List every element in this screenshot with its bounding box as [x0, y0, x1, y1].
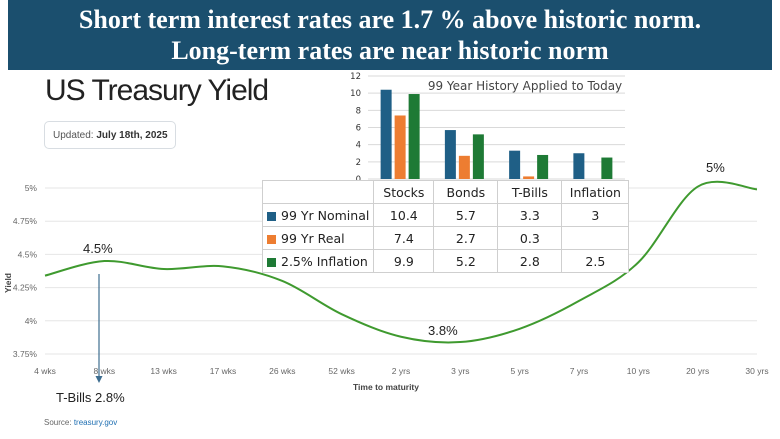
yield-x-tick-label: 52 wks: [328, 366, 354, 376]
history-header-blank: [261, 180, 375, 204]
history-col-tbills: T-Bills: [497, 180, 563, 204]
yield-x-tick-label: 10 yrs: [627, 366, 650, 376]
updated-label: Updated:: [53, 130, 94, 141]
yield-y-tick-label: 3.75%: [13, 349, 38, 359]
annotation-4-5-percent: 4.5%: [83, 241, 113, 256]
inset-bar-nominal: [380, 89, 392, 179]
yield-x-tick-label: 17 wks: [210, 366, 236, 376]
yield-y-tick-label: 4.5%: [18, 249, 38, 259]
yield-x-tick-label: 30 yrs: [745, 366, 768, 376]
page-title: US Treasury Yield: [45, 74, 269, 107]
inset-bars: [380, 89, 613, 179]
yield-curve-line: [44, 180, 758, 344]
inset-y-tick-label: 12: [350, 72, 361, 82]
headline-line-2: Long-term rates are near historic norm: [171, 36, 609, 65]
yield-x-ticks: 4 wks 8 wks 13 wks 17 wks 26 wks 52 wks 2 yrs 3…: [34, 366, 768, 376]
history-row-label: 99 Yr Real: [261, 226, 375, 250]
inset-bar-inflation: [601, 157, 613, 179]
history-row-label: 99 Yr Nominal: [261, 203, 375, 227]
inset-bar-nominal: [444, 130, 456, 179]
history-cell: 2.8: [497, 249, 563, 273]
history-cell: 0.3: [497, 226, 563, 250]
tbill-pointer-arrow: [95, 376, 103, 383]
inset-bar-real: [523, 176, 535, 179]
history-cell: 10.4: [373, 203, 435, 227]
yield-x-tick-label: 13 wks: [150, 366, 176, 376]
inset-y-tick-label: 4: [356, 141, 361, 151]
history-cell: 3: [561, 203, 630, 227]
history-cell: 5.7: [433, 203, 499, 227]
legend-swatch-nominal: [267, 211, 276, 221]
inset-y-tick-label: 6: [356, 124, 361, 134]
yield-x-tick-label: 20 yrs: [686, 366, 709, 376]
yield-x-tick-label: 4 wks: [34, 366, 56, 376]
inset-y-tick-label: 10: [350, 89, 361, 99]
yield-y-tick-label: 5%: [25, 183, 38, 193]
inset-bar-inflation: [472, 134, 484, 179]
history-table: Stocks Bonds T-Bills Inflation 99 Yr Nom…: [261, 180, 630, 273]
source-link[interactable]: treasury.gov: [73, 418, 118, 427]
inset-y-tick-label: 2: [356, 158, 361, 168]
yield-x-tick-label: 8 wks: [93, 366, 115, 376]
inset-bar-inflation: [408, 94, 420, 179]
inset-bar-real: [458, 155, 470, 179]
legend-swatch-inflation: [267, 257, 276, 267]
history-cell: 3.3: [497, 203, 563, 227]
yield-y-ticks: 3.75% 4% 4.25% 4.5% 4.75% 5%: [13, 183, 38, 359]
source-label: Source:: [44, 418, 72, 427]
yield-y-tick-label: 4%: [25, 316, 38, 326]
history-cell: 2.5: [561, 249, 630, 273]
annotation-tbills: T-Bills 2.8%: [56, 390, 125, 405]
history-col-inflation: Inflation: [561, 180, 630, 204]
legend-swatch-real: [267, 234, 276, 244]
yield-x-tick-label: 7 yrs: [570, 366, 588, 376]
history-row-real: 99 Yr Real 7.4 2.7 0.3: [261, 226, 630, 250]
yield-x-tick-label: 2 yrs: [392, 366, 410, 376]
headline-line-1: Short term interest rates are 1.7 % abov…: [78, 5, 702, 34]
updated-badge: Updated: July 18th, 2025: [44, 121, 176, 149]
inset-bar-real: [394, 115, 406, 179]
series-name-inflation: 2.5% Inflation: [281, 253, 368, 269]
series-name-nominal: 99 Yr Nominal: [281, 207, 370, 223]
inset-chart-title: 99 Year History Applied to Today: [428, 79, 622, 93]
series-name-real: 99 Yr Real: [281, 230, 345, 246]
history-col-stocks: Stocks: [373, 180, 435, 204]
annotation-3-8-percent: 3.8%: [428, 323, 458, 338]
history-cell: 9.9: [373, 249, 435, 273]
history-cell: [561, 226, 630, 250]
inset-bar-nominal: [509, 150, 521, 179]
inset-bar-nominal: [573, 153, 585, 179]
history-cell: 5.2: [433, 249, 499, 273]
yield-y-tick-label: 4.25%: [13, 283, 38, 293]
history-header-row: Stocks Bonds T-Bills Inflation: [261, 180, 630, 204]
yield-y-tick-label: 4.75%: [13, 216, 38, 226]
updated-date: July 18th, 2025: [96, 130, 168, 141]
history-row-label: 2.5% Inflation: [261, 249, 375, 273]
source-note: Source: treasury.gov: [44, 418, 117, 427]
annotation-5-percent: 5%: [706, 160, 725, 175]
yield-x-tick-label: 26 wks: [269, 366, 295, 376]
history-cell: 2.7: [433, 226, 499, 250]
history-col-bonds: Bonds: [433, 180, 499, 204]
x-axis-label: Time to maturity: [353, 382, 419, 392]
yield-x-tick-label: 5 yrs: [510, 366, 528, 376]
history-row-inflation: 2.5% Inflation 9.9 5.2 2.8 2.5: [261, 249, 630, 273]
history-cell: 7.4: [373, 226, 435, 250]
y-axis-label: Yield: [3, 273, 13, 293]
headline-banner: Short term interest rates are 1.7 % abov…: [8, 0, 772, 70]
yield-x-tick-label: 3 yrs: [451, 366, 469, 376]
inset-y-tick-label: 8: [356, 106, 361, 116]
inset-bar-inflation: [537, 154, 549, 179]
history-row-nominal: 99 Yr Nominal 10.4 5.7 3.3 3: [261, 203, 630, 227]
